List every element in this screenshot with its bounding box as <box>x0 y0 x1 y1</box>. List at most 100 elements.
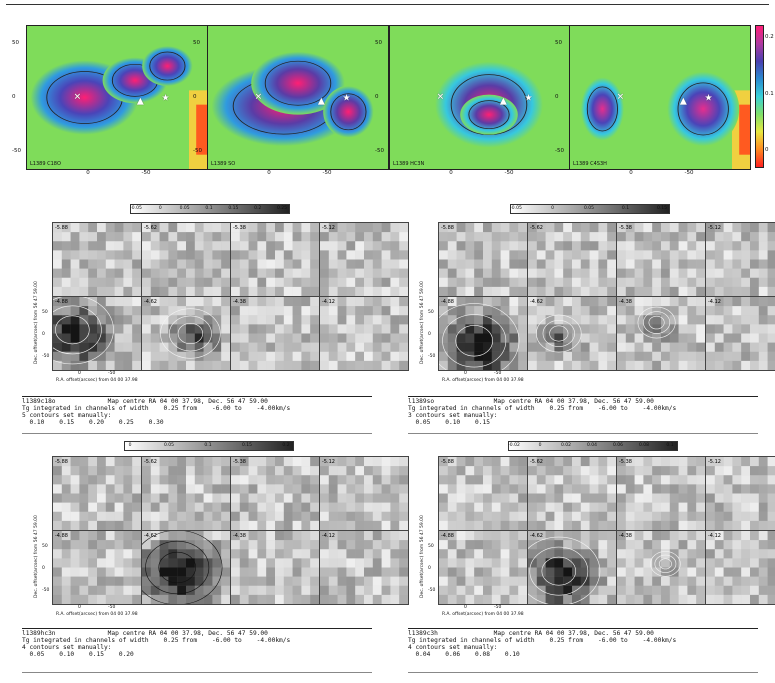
pixel <box>643 484 653 494</box>
pixel <box>634 475 644 485</box>
pixel <box>390 324 400 334</box>
pixel <box>123 232 133 242</box>
pixel <box>257 333 267 343</box>
pixel <box>239 511 249 522</box>
pixel <box>589 567 599 577</box>
pixel <box>625 475 635 485</box>
pixel <box>741 466 751 476</box>
y-tick-label: 0 <box>12 94 16 100</box>
pixel <box>634 531 644 541</box>
pixel <box>97 286 106 296</box>
false-color-map: ✕ ▲ ★ L1389 HC3N <box>389 25 571 170</box>
pixel <box>554 457 564 467</box>
pixel <box>767 511 775 522</box>
pixel <box>661 540 670 550</box>
pixel <box>706 297 715 307</box>
pixel <box>194 502 204 512</box>
pixel <box>399 466 408 476</box>
pixel <box>105 250 115 260</box>
pixel <box>186 324 195 334</box>
pixel <box>310 558 319 568</box>
pixel <box>123 511 133 522</box>
pixel <box>53 351 62 362</box>
pixel <box>390 520 400 530</box>
pixel <box>447 531 457 541</box>
pixel <box>328 475 338 485</box>
velocity-label: -4.88 <box>441 533 454 539</box>
pixel <box>598 567 608 577</box>
pixel <box>439 268 448 278</box>
info-rule <box>408 396 758 397</box>
pixel <box>617 511 626 522</box>
pixel <box>372 286 382 296</box>
pixel <box>607 502 616 512</box>
pixel <box>491 585 501 596</box>
pixel <box>563 576 573 586</box>
pixel <box>589 558 599 568</box>
pixel <box>337 466 347 476</box>
pixel <box>320 540 329 550</box>
pixel <box>456 241 466 251</box>
pixel <box>159 268 169 278</box>
pixel <box>767 594 775 604</box>
velocity-label: -4.62 <box>530 533 543 539</box>
pixel <box>105 306 115 316</box>
pixel <box>536 457 546 467</box>
velocity-label: -5.38 <box>619 459 632 465</box>
pixel <box>536 466 546 476</box>
pixel <box>221 531 230 541</box>
pixel <box>714 576 724 586</box>
pixel <box>79 475 89 485</box>
pixel <box>589 594 599 604</box>
pixel <box>465 250 475 260</box>
channel-image <box>439 531 527 604</box>
pixel <box>617 540 626 550</box>
pixel <box>580 585 590 596</box>
pixel <box>687 315 697 325</box>
pixel <box>509 484 519 494</box>
pixel <box>320 360 329 370</box>
pixel <box>706 268 715 278</box>
pixel <box>150 511 160 522</box>
pixel <box>328 324 338 334</box>
pixel <box>696 493 705 503</box>
pixel <box>194 466 204 476</box>
pixel <box>580 232 590 242</box>
pixel <box>732 241 742 251</box>
pixel <box>598 360 608 370</box>
pixel <box>266 585 276 596</box>
pixel <box>310 466 319 476</box>
pixel <box>53 511 62 522</box>
pixel <box>266 286 276 296</box>
pixel <box>292 286 302 296</box>
pixel <box>301 502 311 512</box>
pixel <box>221 286 230 296</box>
pixel <box>536 250 546 260</box>
pixel <box>509 286 519 296</box>
pixel <box>652 277 662 288</box>
pixel <box>320 475 329 485</box>
pixel <box>439 259 448 269</box>
pixel <box>159 241 169 251</box>
pixel <box>364 342 373 352</box>
pixel <box>177 360 187 370</box>
pixel <box>456 531 466 541</box>
pixel <box>61 475 71 485</box>
pixel <box>607 466 616 476</box>
x-tick-label: -50 <box>141 170 151 176</box>
pixel <box>283 315 293 325</box>
pixel <box>53 360 62 370</box>
pixel <box>346 286 356 296</box>
pixel <box>696 558 705 568</box>
pixel <box>283 333 293 343</box>
pixel <box>320 286 329 296</box>
pixel <box>150 223 160 233</box>
pixel <box>301 286 311 296</box>
pixel <box>283 324 293 334</box>
pixel <box>132 585 141 596</box>
pixel <box>79 286 89 296</box>
pixel <box>159 531 169 541</box>
pixel <box>177 585 187 596</box>
pixel <box>257 315 267 325</box>
x-tick-label: -50 <box>684 170 694 176</box>
